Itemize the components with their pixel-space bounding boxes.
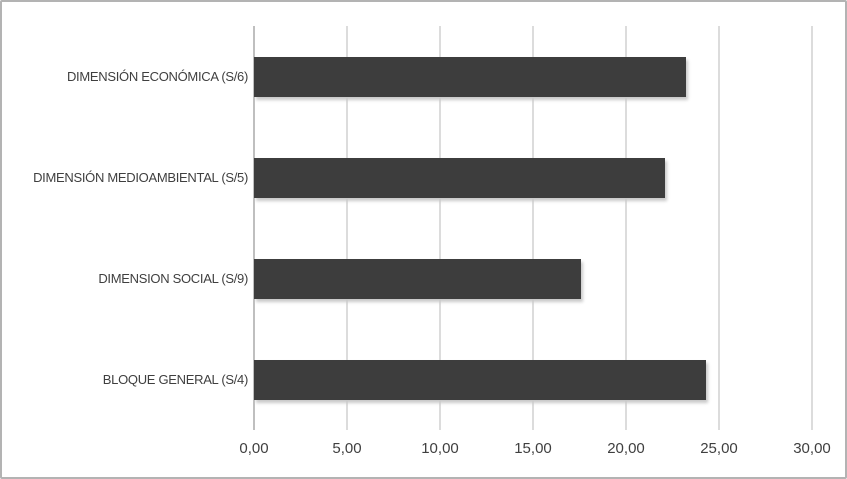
x-tick-label: 0,00 — [239, 440, 269, 457]
x-gridline — [811, 26, 813, 430]
x-tick-label: 5,00 — [332, 440, 362, 457]
x-gridline — [439, 26, 441, 430]
x-tick-label: 30,00 — [793, 440, 831, 457]
x-tick-label: 25,00 — [700, 440, 738, 457]
bar — [254, 258, 581, 299]
x-gridline — [346, 26, 348, 430]
x-gridline — [625, 26, 627, 430]
x-tick-label: 20,00 — [607, 440, 645, 457]
x-tick-label: 15,00 — [514, 440, 552, 457]
bar — [254, 359, 706, 400]
category-label: DIMENSIÓN MEDIOAMBIENTAL (S/5) — [33, 169, 248, 185]
category-axis-line — [253, 26, 255, 430]
bar — [254, 56, 686, 97]
category-label: BLOQUE GENERAL (S/4) — [102, 371, 249, 387]
bar — [254, 157, 665, 198]
category-label: DIMENSIÓN ECONÓMICA (S/6) — [66, 68, 248, 84]
x-gridline — [532, 26, 534, 430]
category-label: DIMENSION SOCIAL (S/9) — [98, 270, 248, 286]
x-gridline — [718, 26, 720, 430]
x-tick-label: 10,00 — [421, 440, 459, 457]
